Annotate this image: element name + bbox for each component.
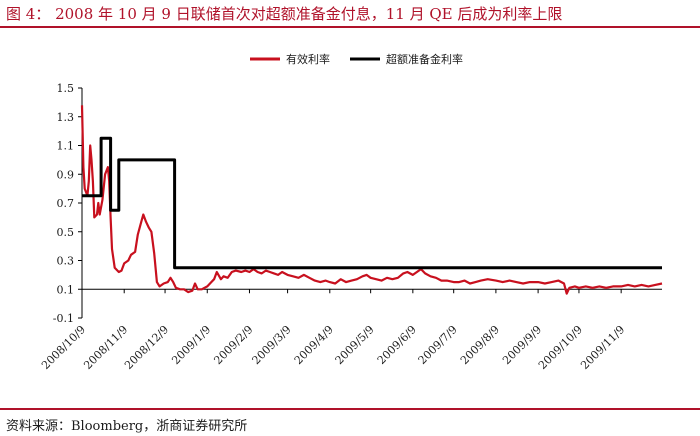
y-tick-label: 0.3 [57, 255, 75, 268]
excess-reserve-rate-line [82, 136, 662, 270]
x-tick-label: 2009/5/9 [333, 323, 377, 367]
x-tick-label: 2008/10/9 [39, 323, 88, 372]
legend-excess-reserve-rate-label: 超额准备金利率 [386, 52, 463, 66]
x-tick-label: 2008/12/9 [122, 323, 171, 372]
x-tick-label: 2009/4/9 [292, 323, 336, 367]
effective-rate-line [80, 105, 663, 295]
source-bar: 资料来源：Bloomberg，浙商证券研究所 [0, 408, 700, 436]
y-tick-label: -0.1 [53, 312, 74, 325]
x-tick-label: 2009/8/9 [458, 323, 502, 367]
y-tick-label: 1.1 [57, 140, 75, 153]
legend-effective-rate-label: 有效利率 [286, 52, 330, 66]
x-tick-label: 2009/7/9 [416, 323, 460, 367]
x-tick-label: 2009/11/9 [578, 323, 627, 372]
chart-axes: -0.1 0.1 0.3 0.5 0.7 0.9 1.1 1.3 1.5 2008/10/9 200… [39, 82, 662, 372]
x-tick-label: 2009/1/9 [169, 323, 213, 367]
chart-series [80, 105, 663, 295]
figure-title: 图 4： 2008 年 10 月 9 日联储首次对超额准备金付息，11 月 QE… [6, 5, 563, 23]
y-tick-label: 0.9 [57, 168, 75, 181]
x-tick-label: 2009/6/9 [375, 323, 419, 367]
x-tick-label: 2009/3/9 [250, 323, 294, 367]
x-tick-label: 2009/10/9 [536, 323, 585, 372]
chart-legend: 有效利率 超额准备金利率 [250, 52, 463, 66]
y-tick-label: 0.1 [57, 283, 75, 296]
y-tick-label: 0.5 [57, 226, 75, 239]
y-tick-label: 1.3 [57, 111, 75, 124]
y-tick-label: 1.5 [57, 82, 75, 95]
x-tick-label: 2009/2/9 [211, 323, 255, 367]
line-chart: -0.1 0.1 0.3 0.5 0.7 0.9 1.1 1.3 1.5 2008/10/9 200… [39, 52, 663, 372]
figure-title-bar: 图 4： 2008 年 10 月 9 日联储首次对超额准备金付息，11 月 QE… [0, 0, 700, 28]
y-tick-label: 0.7 [57, 197, 75, 210]
source-note: 资料来源：Bloomberg，浙商证券研究所 [6, 419, 248, 434]
